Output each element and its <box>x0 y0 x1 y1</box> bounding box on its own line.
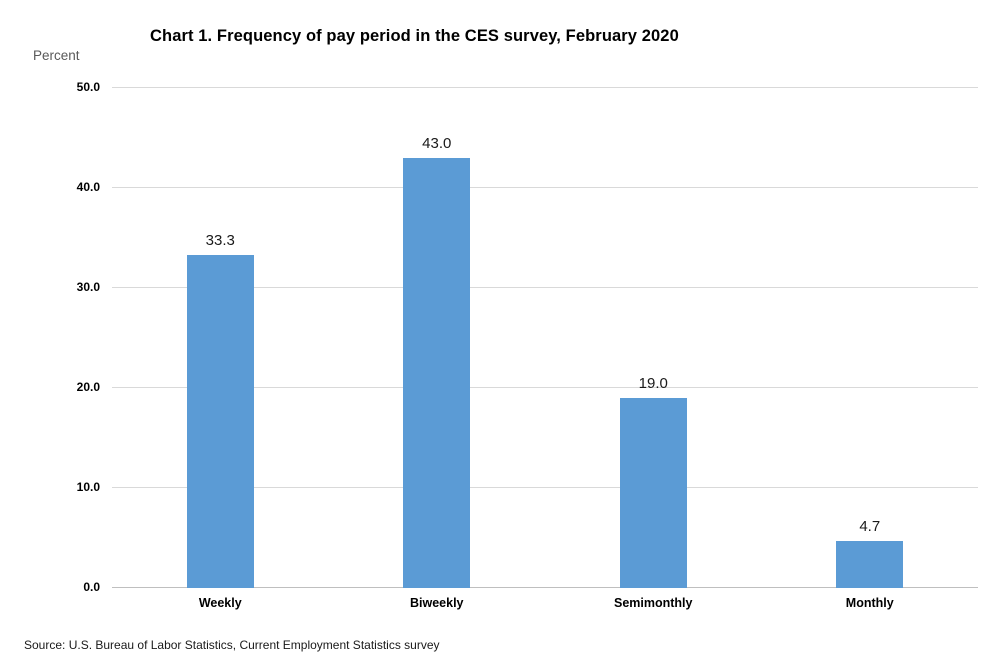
gridline <box>112 487 978 488</box>
bar-value-label: 43.0 <box>422 135 452 152</box>
x-axis-line <box>112 587 978 588</box>
plot-area: 33.3 43.0 19.0 4.7 <box>112 87 978 588</box>
gridline <box>112 87 978 88</box>
y-axis-unit-label: Percent <box>33 48 80 63</box>
bar-value-label: 33.3 <box>205 232 235 249</box>
gridline <box>112 287 978 288</box>
gridline <box>112 387 978 388</box>
x-category-label: Weekly <box>198 596 242 610</box>
source-note: Source: U.S. Bureau of Labor Statistics,… <box>24 638 440 652</box>
y-tick-label: 30.0 <box>76 280 100 294</box>
gridline <box>112 187 978 188</box>
y-tick-label: 0.0 <box>83 580 100 594</box>
y-tick-label: 50.0 <box>76 80 100 94</box>
bar-value-label: 19.0 <box>638 375 668 392</box>
bar-value-label: 4.7 <box>859 518 881 535</box>
y-tick-label: 10.0 <box>76 480 100 494</box>
x-category-label: Biweekly <box>409 596 464 610</box>
y-tick-label: 40.0 <box>76 180 100 194</box>
bar-biweekly <box>403 158 471 588</box>
chart-title: Chart 1. Frequency of pay period in the … <box>150 27 679 45</box>
bar-semimonthly <box>619 398 687 588</box>
y-tick-label: 20.0 <box>76 380 100 394</box>
x-category-label: Semimonthly <box>614 596 693 610</box>
bar-monthly <box>836 541 904 588</box>
x-category-label: Monthly <box>845 596 894 610</box>
bar-weekly <box>186 255 254 588</box>
